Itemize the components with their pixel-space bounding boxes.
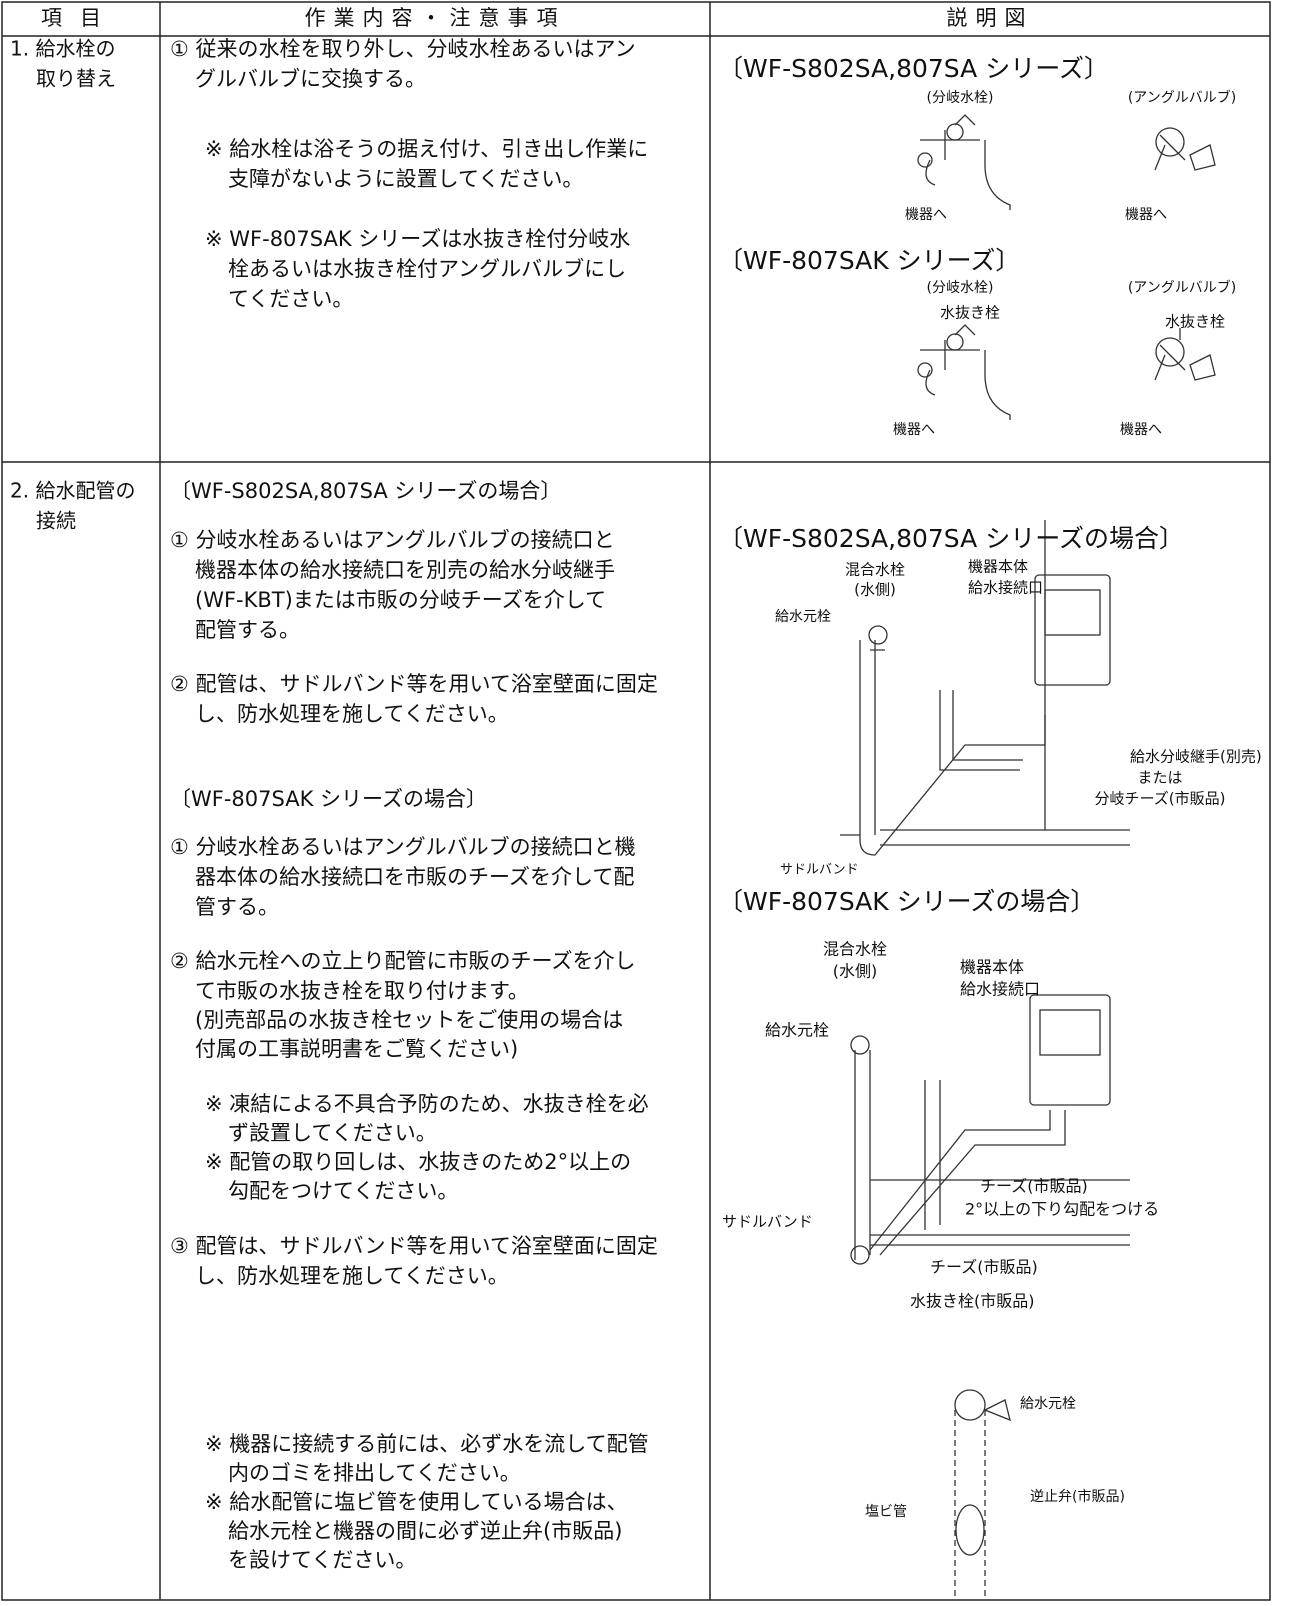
diagram-label: 〔WF-S802SA,807SA シリーズの場合〕 — [718, 524, 1184, 553]
diagram-label: 給水元栓 — [765, 1021, 829, 1040]
content-line: 機器本体の給水接続口を別売の給水分岐継手 — [195, 558, 615, 582]
content-line: 勾配をつけてください。 — [228, 1179, 458, 1203]
table-grid — [1, 1, 1271, 1601]
content-line: ※ 給水栓は浴そうの据え付け、引き出し作業に — [205, 137, 648, 161]
content-line: し、防水処理を施してください。 — [195, 702, 509, 726]
diagram-label: 給水接続口 — [968, 579, 1043, 597]
content-line: (別売部品の水抜き栓セットをご使用の場合は — [195, 1008, 623, 1032]
diagram-label: 分岐チーズ(市販品) — [1095, 790, 1226, 808]
content-line: ※ 給水配管に塩ビ管を使用している場合は、 — [205, 1490, 628, 1514]
header-cell: 作業内容・注意事項 — [305, 6, 566, 30]
diagram-label: 〔WF-807SAK シリーズの場合〕 — [718, 887, 1095, 916]
diagram-label: 給水分岐継手(別売) — [1130, 748, 1262, 766]
content-line: 管する。 — [195, 895, 279, 919]
content-line: 〔WF-807SAK シリーズの場合〕 — [170, 787, 487, 811]
diagram-label: チーズ(市販品) — [930, 1258, 1038, 1277]
content-line: 栓あるいは水抜き栓付アングルバルブにし — [228, 257, 626, 281]
diagram-label: 水抜き栓 — [1165, 313, 1225, 331]
diagram-label: 給水元栓 — [1020, 1396, 1076, 1412]
diagram-label: サドルバンド — [780, 863, 859, 878]
content-line: (WF-KBT)または市販の分岐チーズを介して — [195, 588, 606, 612]
content-line: ※ WF-807SAK シリーズは水抜き栓付分岐水 — [205, 227, 630, 251]
diagram-label: 塩ビ管 — [865, 1504, 907, 1520]
content-line: てください。 — [228, 287, 353, 311]
content-line: ① 分岐水栓あるいはアングルバルブの接続口と機 — [170, 835, 636, 859]
item-label: 取り替え — [36, 67, 116, 91]
content-line: し、防水処理を施してください。 — [195, 1264, 509, 1288]
content-line: グルバルブに交換する。 — [195, 67, 426, 91]
diagram-label: 水抜き栓(市販品) — [910, 1292, 1035, 1311]
diagram-label: 水抜き栓 — [940, 304, 1000, 322]
diagram-label: (分岐水栓) — [927, 280, 994, 296]
diagram-label: (分岐水栓) — [927, 90, 994, 106]
content-line: ① 従来の水栓を取り外し、分岐水栓あるいはアン — [170, 37, 636, 61]
diagram-label: (水側) — [854, 581, 896, 599]
diagram-label: 逆止弁(市販品) — [1030, 1488, 1125, 1505]
content-line: ② 配管は、サドルバンド等を用いて浴室壁面に固定 — [170, 672, 658, 696]
diagram-label: 機器へ — [905, 207, 947, 223]
header-cell: 説明図 — [947, 6, 1034, 30]
content-line: 内のゴミを排出してください。 — [228, 1461, 521, 1485]
illustrations — [840, 114, 1216, 1600]
diagram-label: 機器本体 — [968, 558, 1028, 576]
diagram-label: サドルバンド — [722, 1213, 813, 1231]
content-line: 付属の工事説明書をご覧ください) — [195, 1037, 518, 1061]
diagram-label: チーズ(市販品) — [980, 1177, 1088, 1196]
diagram-label: 2°以上の下り勾配をつける — [965, 1200, 1159, 1219]
content-line: ③ 配管は、サドルバンド等を用いて浴室壁面に固定 — [170, 1234, 658, 1258]
content-line: 配管する。 — [195, 618, 300, 642]
header-cell: 項目 — [41, 6, 119, 30]
content-line: ※ 機器に接続する前には、必ず水を流して配管 — [205, 1432, 649, 1456]
content-line: ※ 配管の取り回しは、水抜きのため2°以上の — [205, 1150, 631, 1174]
item-label: 1. 給水栓の — [10, 37, 115, 61]
content-line: ① 分岐水栓あるいはアングルバルブの接続口と — [170, 528, 615, 552]
diagram-label: 〔WF-807SAK シリーズ〕 — [718, 246, 1020, 275]
content-line: 〔WF-S802SA,807SA シリーズの場合〕 — [170, 479, 561, 503]
diagram-label: 機器へ — [1125, 207, 1167, 223]
content-line: ※ 凍結による不具合予防のため、水抜き栓を必 — [205, 1092, 649, 1116]
content-line: を設けてください。 — [228, 1548, 416, 1572]
content-line: 支障がないように設置してください。 — [228, 167, 583, 191]
item-label: 接続 — [36, 509, 76, 533]
diagram-label: (アングルバルブ) — [1128, 89, 1236, 106]
content-line: て市販の水抜き栓を取り付けます。 — [195, 979, 529, 1003]
content-line: 器本体の給水接続口を市販のチーズを介して配 — [195, 865, 634, 889]
diagram-label: 機器へ — [1120, 422, 1162, 438]
diagram-label: 給水接続口 — [960, 980, 1040, 999]
diagram-label: (アングルバルブ) — [1128, 279, 1236, 296]
content-line: 給水元栓と機器の間に必ず逆止弁(市販品) — [228, 1519, 622, 1543]
diagram-label: 混合水栓 — [823, 940, 887, 959]
diagram-label: 混合水栓 — [845, 561, 905, 579]
diagram-label: 〔WF-S802SA,807SA シリーズ〕 — [718, 54, 1109, 83]
diagram-label: または — [1137, 769, 1182, 787]
diagram-label: (水側) — [833, 962, 878, 981]
diagram-label: 給水元栓 — [775, 609, 831, 625]
content-line: ず設置してください。 — [228, 1121, 437, 1145]
diagram-label: 機器へ — [893, 422, 935, 438]
content-line: ② 給水元栓への立上り配管に市販のチーズを介し — [170, 949, 635, 973]
item-label: 2. 給水配管の — [10, 479, 135, 503]
diagram-label: 機器本体 — [960, 958, 1024, 977]
